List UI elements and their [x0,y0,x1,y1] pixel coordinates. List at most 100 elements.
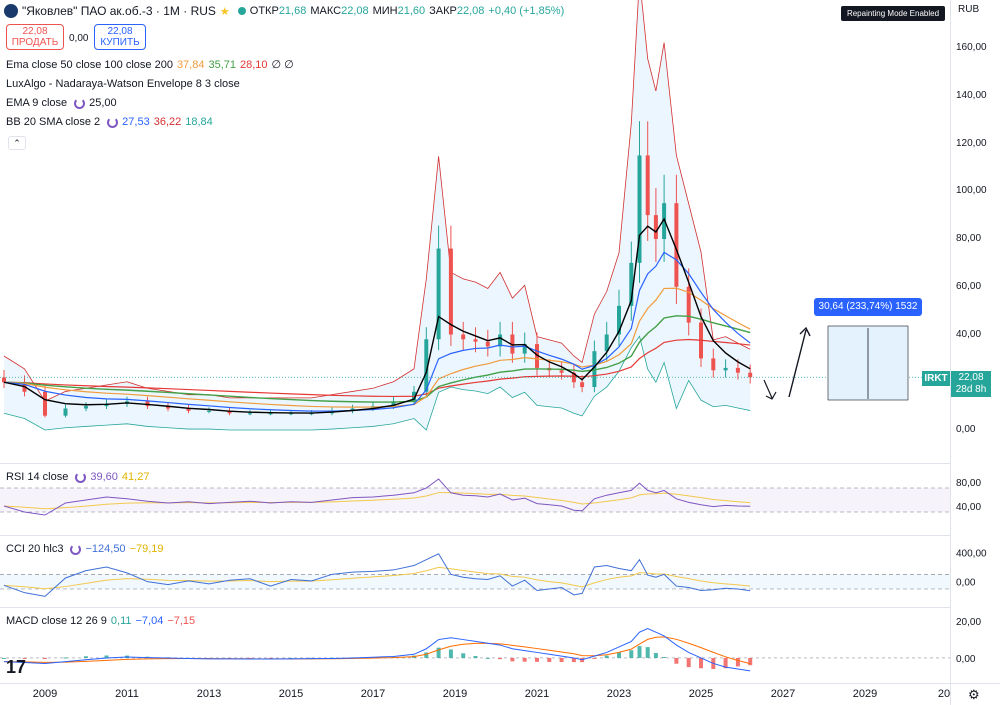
repainting-badge: Repainting Mode Enabled [841,6,945,21]
legend-luxalgo-label: LuxAlgo - Nadaraya-Watson Envelope 8 3 c… [6,78,240,90]
macd-signal-line [3,636,751,665]
macd-histogram-bar [735,657,740,667]
legend-bb[interactable]: BB 20 SMA close 2 27,53 36,22 18,84 [6,116,217,128]
time-tick-label: 2015 [278,688,304,700]
time-tick-label: 2017 [360,688,386,700]
candle-body [166,406,170,409]
candle-body [629,262,634,306]
candle-body [289,413,293,415]
macd-tick-label: 0,00 [956,654,976,665]
bar-countdown: 28d 8h [955,384,987,395]
bb-lower-line [3,335,751,431]
rsi-tick-label: 80,00 [956,478,981,489]
candle-body [580,382,585,388]
sell-button[interactable]: 22,08 ПРОДАТЬ [6,24,64,50]
price-axis[interactable] [950,0,1000,705]
settings-gear-icon[interactable]: ⚙ [968,687,980,702]
legend-ema-multi-label: Ema close 50 close 100 close 200 [6,58,173,71]
symbol-title[interactable]: "Яковлев" ПАО ак.об.-3 · 1M · RUS [22,4,216,18]
legend-ema-multi-v2: 35,71 [208,58,236,71]
legend-ema9-label: EMA 9 close [6,97,68,109]
buy-price: 22,08 [107,26,133,37]
candle-body [436,248,441,340]
refresh-icon [107,116,119,128]
cci-ma-line [3,566,751,590]
legend-ema-multi-v4: ∅ ∅ [271,59,294,71]
macd-histogram-bar [686,657,691,668]
macd-histogram-bar [592,657,597,659]
macd-histogram-bar [473,655,478,658]
macd-histogram-bar [22,657,27,659]
macd-histogram-bar [448,649,453,658]
time-tick-label: 2029 [852,688,878,700]
time-tick-label: 2009 [32,688,58,700]
macd-histogram-bar [84,656,88,658]
legend-cci-v1: −124,50 [85,543,126,555]
legend-macd-v2: −7,04 [135,615,164,627]
spread-value: 0,00 [69,33,89,44]
macd-histogram-bar [571,657,576,663]
legend-ema9[interactable]: EMA 9 close 25,00 [6,97,121,109]
legend-ema-multi-v3: 28,10 [240,58,268,71]
legend-ema-multi[interactable]: Ema close 50 close 100 close 200 37,84 3… [6,58,298,72]
macd-histogram-bar [63,657,68,659]
projection-arrowhead [799,326,811,337]
legend-cci[interactable]: CCI 20 hlc3 −124,50 −79,19 [6,543,168,555]
time-tick-label: 2019 [442,688,468,700]
time-tick-label: 2023 [606,688,632,700]
candle-body [723,367,728,371]
close-label: ЗАКР [429,5,457,17]
candle-body [686,286,691,323]
ema200-line [3,338,751,398]
legend-macd[interactable]: MACD close 12 26 9 0,11 −7,04 −7,15 [6,615,199,627]
currency-label[interactable]: RUB [958,4,980,15]
legend-macd-label: MACD close 12 26 9 [6,615,107,627]
high-value: 22,08 [341,5,369,17]
cci-line [3,553,751,597]
collapse-legend-button[interactable]: ⌃ [8,136,26,150]
sell-price: 22,08 [22,26,48,37]
bb-basis-line [3,251,751,412]
legend-bb-v3: 18,84 [185,116,213,128]
refresh-icon [74,97,86,109]
market-status-icon [237,7,246,15]
macd-histogram-bar [510,657,515,662]
macd-histogram-bar [748,657,753,666]
projection-arrow-down [763,379,777,400]
candle-body [485,341,490,347]
tradingview-logo-icon[interactable]: 17 [6,657,27,677]
price-tick-label: 80,00 [956,233,982,244]
macd-histogram-bar [498,657,503,660]
star-icon[interactable]: ★ [219,5,230,18]
legend-ema9-v1: 25,00 [89,97,117,109]
pane-separator-rsi[interactable] [0,463,950,464]
legend-rsi-v1: 39,60 [90,471,118,483]
measure-label[interactable]: 30,64 (233,74%) 1532 [814,298,922,316]
header-bar: "Яковлев" ПАО ак.об.-3 · 1M · RUS ★ ОТКР… [4,0,568,22]
time-tick-label: 2027 [770,688,796,700]
candle-body [350,408,355,411]
candle-body [473,339,478,342]
pane-separator-macd[interactable] [0,607,950,608]
macd-histogram-bar [637,646,642,658]
price-tick-label: 140,00 [956,89,987,101]
pane-separator-cci[interactable] [0,535,950,536]
macd-histogram-bar [617,652,621,658]
candle-body [711,358,716,371]
sell-label: ПРОДАТЬ [11,37,59,48]
open-label: ОТКР [249,5,279,17]
buy-button[interactable]: 22,08 КУПИТЬ [94,24,146,50]
legend-cci-v2: −79,19 [129,543,164,555]
macd-histogram-bar [645,647,650,658]
ema50-line [3,287,751,408]
legend-luxalgo[interactable]: LuxAlgo - Nadaraya-Watson Envelope 8 3 c… [6,78,244,90]
legend-rsi[interactable]: RSI 14 close 39,60 41,27 [6,471,153,483]
macd-histogram-bar [559,657,564,663]
candle-body [227,410,232,414]
price-tick-label: 100,00 [956,185,987,197]
low-value: 21,60 [397,5,426,17]
macd-histogram-bar [461,653,466,658]
macd-histogram-bar [43,657,47,660]
candle-body [448,248,453,335]
